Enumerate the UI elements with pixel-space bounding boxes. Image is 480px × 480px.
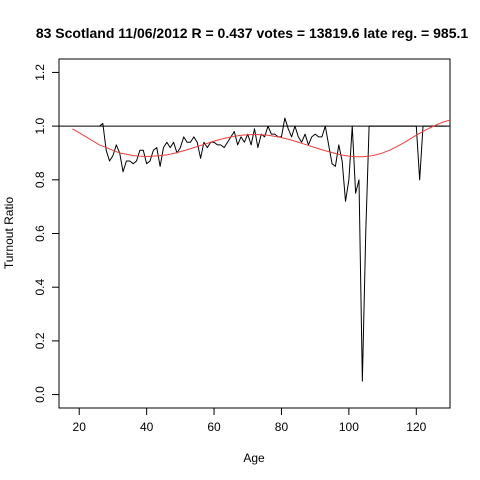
y-tick-label: 0.4 [33, 279, 47, 296]
y-tick-label: 0.6 [33, 225, 47, 242]
x-tick-label: 40 [140, 420, 154, 434]
y-tick-label: 1.2 [33, 64, 47, 81]
chart-title: 83 Scotland 11/06/2012 R = 0.437 votes =… [36, 25, 469, 41]
x-tick-label: 120 [406, 420, 426, 434]
plot-area [58, 58, 451, 409]
smoothed-fit-curve [72, 119, 450, 158]
y-tick-label: 0.8 [33, 171, 47, 188]
y-tick-label: 0.0 [33, 386, 47, 403]
x-axis-label: Age [243, 451, 265, 465]
turnout-ratio-line [99, 117, 447, 382]
y-tick-label: 0.2 [33, 332, 47, 349]
plot-layer [59, 117, 450, 382]
x-tick-label: 60 [207, 420, 221, 434]
y-axis: 0.0 0.2 0.4 0.6 0.8 1.0 1.2 [33, 64, 59, 403]
y-tick-label: 1.0 [33, 117, 47, 134]
x-axis: 20 40 60 80 100 120 [73, 408, 427, 434]
x-tick-label: 80 [275, 420, 289, 434]
x-tick-label: 20 [73, 420, 87, 434]
x-tick-label: 100 [339, 420, 359, 434]
y-axis-label: Turnout Ratio [2, 197, 16, 270]
